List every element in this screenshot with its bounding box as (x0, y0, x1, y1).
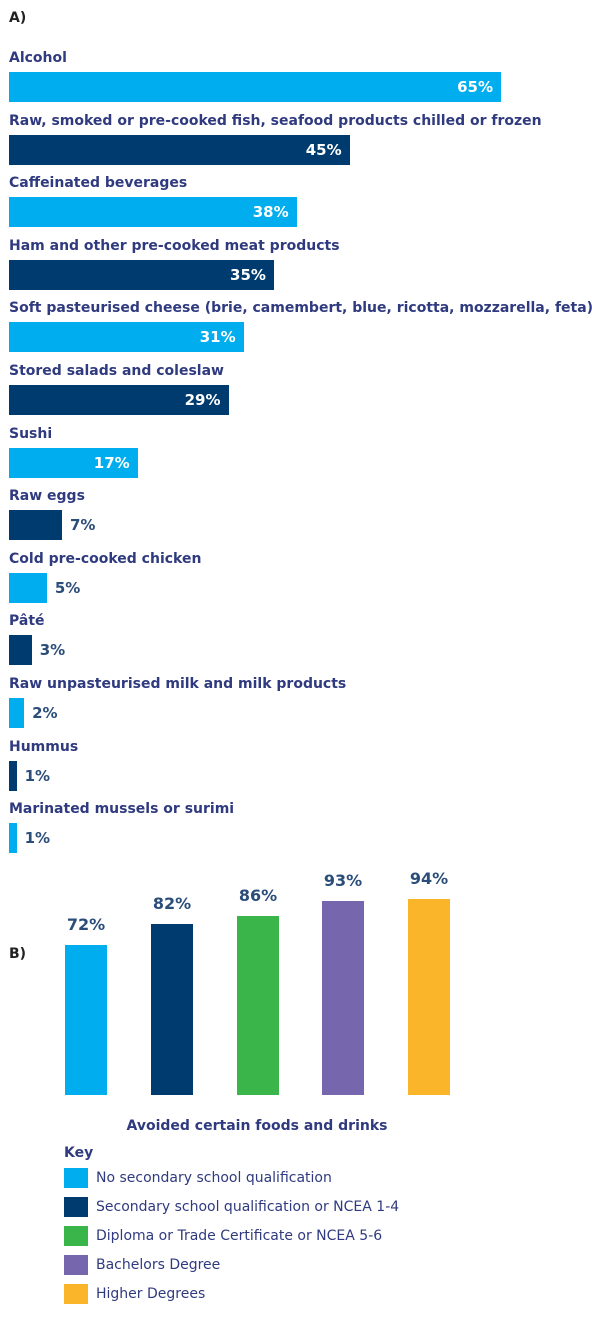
bar-value-label: 82% (152, 894, 192, 914)
bar-value-label: 94% (409, 869, 449, 888)
bar (9, 134, 350, 165)
legend-item: Higher Degrees (64, 1284, 484, 1304)
bar-category-label: Caffeinated beverages (9, 175, 188, 192)
bar (9, 197, 297, 228)
bar-category-label: Cold pre-cooked chicken (9, 550, 202, 567)
bar (9, 447, 138, 478)
bar-category-label: Pâté (9, 613, 45, 630)
bar-value-label: 35% (230, 265, 266, 284)
bar-category-label: Raw, smoked or pre-cooked fish, seafood … (9, 112, 542, 129)
bar-value-label: 38% (252, 203, 289, 222)
bar (9, 635, 32, 666)
legend-swatch (64, 1284, 88, 1304)
bar-row: Stored salads and coleslaw 29% (9, 363, 589, 419)
bar-category-label: Alcohol (9, 50, 67, 66)
bar-value-label: 17% (93, 453, 130, 472)
bar-row: Pâté 3% (9, 613, 589, 669)
bar-row: Marinated mussels or surimi 1% (9, 801, 589, 857)
bar-category-label: Stored salads and coleslaw (9, 363, 224, 379)
bar-row: Cold pre-cooked chicken 5% (9, 551, 589, 607)
bar-category-label: Hummus (9, 738, 79, 755)
bar-value-label: 2% (32, 704, 58, 722)
bar-row: Raw eggs 7% (9, 488, 589, 544)
bar-value-label: 1% (24, 829, 51, 848)
chart-b-title: B) (9, 946, 27, 962)
bar-value-label: 29% (184, 391, 221, 409)
bar (237, 915, 279, 1095)
bar-category-label: Raw unpasteurised milk and milk products (9, 676, 347, 692)
bar-row: Caffeinated beverages 38% (9, 175, 589, 231)
legend-item: No secondary school qualification (64, 1168, 484, 1188)
legend-swatch (64, 1255, 88, 1275)
legend-swatch (64, 1197, 88, 1217)
legend-item: Secondary school qualification or NCEA 1… (64, 1197, 484, 1217)
bar-value-label: 93% (323, 871, 363, 891)
legend-label: Bachelors Degree (96, 1257, 221, 1273)
bar-row: Alcohol 65% (9, 50, 589, 106)
bar (9, 698, 25, 728)
legend-item: Diploma or Trade Certificate or NCEA 5-6 (64, 1226, 484, 1246)
bar (9, 259, 274, 290)
chart-a-title: A) (9, 10, 27, 26)
bar (9, 322, 244, 353)
bar (9, 760, 17, 791)
chart-b-caption: Avoided certain foods and drinks (126, 1118, 388, 1134)
legend-label: No secondary school qualification (96, 1170, 332, 1186)
bar-value-label: 65% (457, 78, 493, 96)
legend-item: Bachelors Degree (64, 1255, 484, 1275)
legend-label: Diploma or Trade Certificate or NCEA 5-6 (96, 1228, 383, 1244)
legend-swatch (64, 1168, 88, 1188)
bar-row: Raw unpasteurised milk and milk products… (9, 676, 589, 732)
bar-row: Ham and other pre-cooked meat products 35… (9, 238, 589, 294)
bar (9, 572, 47, 603)
bar (151, 924, 193, 1095)
bar (65, 944, 107, 1095)
bar-category-label: Ham and other pre-cooked meat products (9, 237, 340, 254)
bar-category-label: Raw eggs (9, 488, 85, 505)
bar-value-label: 45% (305, 140, 342, 159)
bar-value-label: 3% (39, 641, 66, 660)
bar-category-label: Sushi (9, 425, 53, 442)
bar (9, 385, 229, 415)
bar-value-label: 86% (238, 885, 278, 905)
bar-row: Raw, smoked or pre-cooked fish, seafood … (9, 113, 589, 169)
bar-row: Hummus 1% (9, 739, 589, 795)
bar (9, 823, 17, 854)
bar-value-label: 1% (24, 766, 51, 785)
legend-swatch (64, 1226, 88, 1246)
bar-row: Soft pasteurised cheese (brie, camembert… (9, 300, 592, 356)
bar-category-label: Soft pasteurised cheese (brie, camembert… (9, 300, 592, 317)
legend-label: Secondary school qualification or NCEA 1… (96, 1199, 400, 1215)
bar (9, 72, 501, 102)
bar-value-label: 7% (69, 516, 96, 535)
legend-title: Key (64, 1145, 94, 1161)
bar-value-label: 31% (199, 328, 236, 347)
bar (408, 899, 450, 1095)
bar-row: Sushi 17% (9, 426, 589, 482)
bar (9, 510, 62, 541)
legend-label: Higher Degrees (96, 1286, 206, 1302)
bar-category-label: Marinated mussels or surimi (9, 801, 235, 818)
bar (322, 901, 364, 1095)
bar-value-label: 5% (54, 578, 81, 597)
bar-value-label: 72% (66, 914, 106, 934)
